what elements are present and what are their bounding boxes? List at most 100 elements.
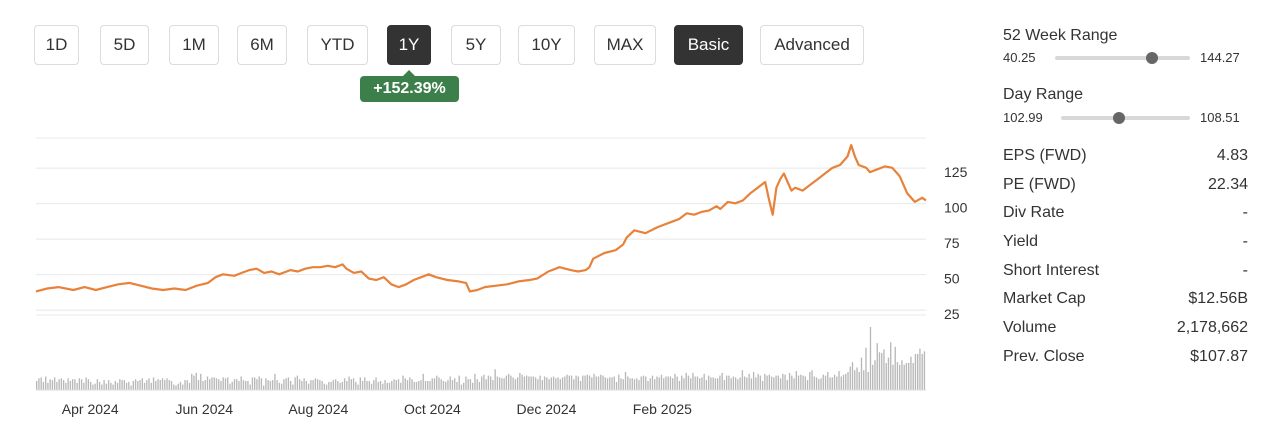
period-button-1y[interactable]: 1Y — [387, 25, 431, 65]
volume-bar — [314, 378, 317, 390]
stat-row-div-rate: Div Rate - — [1003, 204, 1248, 222]
volume-bar — [49, 379, 51, 390]
period-button-ytd[interactable]: YTD — [307, 25, 368, 65]
volume-bar — [633, 379, 636, 390]
stat-label: PE (FWD) — [1003, 176, 1076, 193]
volume-bar — [278, 382, 281, 390]
volume-bar — [283, 379, 285, 390]
volume-bar — [101, 384, 103, 390]
volume-bar — [667, 376, 669, 390]
volume-bar — [654, 379, 656, 390]
volume-bar — [271, 380, 274, 390]
volume-bar — [38, 378, 40, 390]
volume-bar — [334, 379, 337, 390]
week52-range-label: 52 Week Range — [1003, 27, 1118, 44]
volume-bar — [791, 375, 793, 390]
volume-bar — [905, 363, 908, 390]
volume-bar — [355, 381, 357, 390]
volume-bar — [449, 376, 451, 390]
volume-bar — [901, 360, 903, 390]
volume-bar — [507, 373, 510, 390]
volume-bar — [364, 377, 366, 390]
volume-bar — [546, 377, 548, 390]
volume-bar — [200, 373, 202, 390]
volume-bar — [62, 380, 65, 390]
period-button-10y[interactable]: 10Y — [518, 25, 575, 65]
volume-bar — [883, 349, 885, 390]
volume-bar — [251, 377, 254, 390]
volume-bar — [757, 373, 759, 390]
volume-bar — [98, 381, 101, 390]
volume-bar — [737, 379, 739, 390]
y-axis-ticks: 125 100 75 50 25 — [944, 164, 968, 322]
volume-bar — [343, 378, 346, 390]
period-button-5d[interactable]: 5D — [100, 25, 149, 65]
volume-bar — [215, 378, 218, 390]
volume-bar — [427, 381, 429, 390]
volume-bar — [618, 374, 620, 390]
period-button-max[interactable]: MAX — [594, 25, 656, 65]
volume-bar — [420, 380, 422, 390]
volume-bar — [809, 372, 811, 390]
volume-bar — [863, 370, 865, 390]
y-tick-label: 50 — [944, 271, 960, 287]
period-button-5y[interactable]: 5Y — [451, 25, 501, 65]
volume-bar — [647, 381, 649, 390]
volume-bar — [865, 347, 867, 390]
volume-bar — [903, 364, 905, 390]
x-tick-label: Feb 2025 — [633, 401, 692, 417]
volume-bar — [373, 380, 375, 390]
volume-bar — [382, 383, 384, 390]
volume-bar — [512, 377, 514, 390]
volume-bar — [415, 381, 418, 390]
volume-bar — [431, 378, 433, 390]
volume-bar — [723, 380, 726, 390]
volume-bar — [910, 356, 912, 390]
stat-value: 22.34 — [1207, 176, 1248, 193]
stat-label: Volume — [1003, 319, 1057, 336]
volume-bar — [627, 376, 629, 390]
volume-bar — [330, 381, 332, 390]
stat-row-pe: PE (FWD) 22.34 — [1003, 176, 1248, 194]
volume-bar — [152, 377, 155, 390]
volume-bar — [721, 372, 723, 390]
volume-bar — [197, 380, 200, 390]
volume-bar — [328, 381, 330, 390]
volume-bar — [699, 378, 701, 390]
chart-grid — [36, 137, 926, 316]
volume-bar — [696, 376, 699, 390]
volume-bar — [788, 372, 791, 390]
volume-bar — [631, 378, 633, 390]
volume-bar — [860, 357, 863, 390]
volume-bar — [707, 375, 710, 390]
volume-bar — [611, 377, 613, 390]
stat-row-market-cap: Market Cap $12.56B — [1003, 290, 1248, 308]
volume-bar — [161, 378, 164, 390]
stat-value: - — [1242, 262, 1248, 279]
volume-bar — [211, 377, 213, 390]
volume-bar — [159, 380, 161, 390]
period-button-1d[interactable]: 1D — [34, 25, 79, 65]
stat-value: $12.56B — [1188, 290, 1248, 307]
volume-bar — [146, 380, 148, 390]
volume-bar — [797, 375, 800, 390]
volume-bar — [498, 377, 501, 390]
mode-button-basic[interactable]: Basic — [674, 25, 743, 65]
mode-button-advanced[interactable]: Advanced — [760, 25, 864, 65]
volume-bar — [570, 375, 573, 390]
stat-value: 4.83 — [1216, 147, 1248, 164]
stat-label: Div Rate — [1003, 204, 1065, 221]
volume-bar — [240, 376, 242, 390]
volume-bar — [213, 377, 215, 390]
volume-bar — [609, 377, 611, 390]
period-button-1m[interactable]: 1M — [169, 25, 219, 65]
stat-value: $107.87 — [1190, 348, 1248, 365]
volume-bar — [465, 376, 467, 390]
volume-bars — [36, 327, 926, 391]
volume-bar — [746, 377, 748, 390]
volume-bar — [602, 375, 604, 390]
volume-bar — [649, 378, 651, 390]
period-button-6m[interactable]: 6M — [237, 25, 287, 65]
volume-bar — [492, 380, 494, 390]
volume-bar — [845, 373, 847, 390]
